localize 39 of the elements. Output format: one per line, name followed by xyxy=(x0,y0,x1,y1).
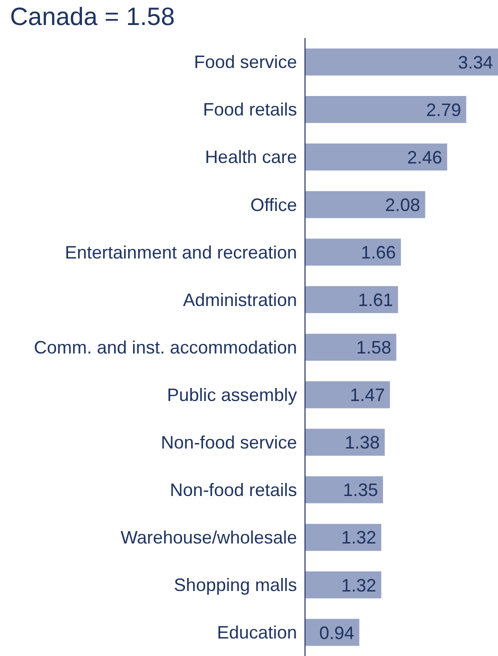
bar xyxy=(305,144,448,171)
data-label: 2.46 xyxy=(407,147,442,168)
data-label: 2.08 xyxy=(385,194,420,215)
y-tick-label: Comm. and inst. accommodation xyxy=(34,337,297,358)
data-label: 1.47 xyxy=(350,385,385,406)
bar xyxy=(305,334,396,361)
data-label: 1.61 xyxy=(358,290,394,310)
data-label: 1.58 xyxy=(356,338,392,358)
bar xyxy=(305,428,385,456)
y-tick-label: Warehouse/wholesale xyxy=(120,528,297,548)
text: Canada = 1.58 xyxy=(9,2,176,33)
data-label: 1.66 xyxy=(360,242,396,262)
y-tick-label: Health care xyxy=(204,147,297,168)
y-tick-label: Non-food service xyxy=(160,432,297,452)
bar xyxy=(305,524,382,551)
y-tick-label: Public assembly xyxy=(166,384,297,405)
data-label: 1.38 xyxy=(344,432,380,453)
y-tick-label: Office xyxy=(250,194,297,215)
bar xyxy=(305,476,384,504)
bar xyxy=(305,381,390,408)
data-label: 1.35 xyxy=(342,480,378,500)
data-label: 2.79 xyxy=(426,100,462,120)
y-tick-label: Entertainment and recreation xyxy=(64,242,297,262)
data-label: 3.34 xyxy=(458,52,493,72)
y-tick-label: Non-food retails xyxy=(170,480,297,500)
y-tick-label: Food service xyxy=(194,52,297,72)
bar xyxy=(305,48,498,76)
y-tick-label: Shopping malls xyxy=(174,575,297,596)
y-tick-label: Administration xyxy=(182,290,297,310)
bar xyxy=(305,238,401,266)
bar xyxy=(305,571,382,598)
bar xyxy=(305,286,398,314)
y-tick-label: Education xyxy=(216,622,297,643)
y-tick-label: Food retails xyxy=(202,100,297,120)
bar xyxy=(305,191,426,218)
data-label: 1.32 xyxy=(341,528,376,548)
data-label: 0.94 xyxy=(319,622,354,643)
data-label: 1.32 xyxy=(341,575,376,596)
bar xyxy=(305,96,466,123)
